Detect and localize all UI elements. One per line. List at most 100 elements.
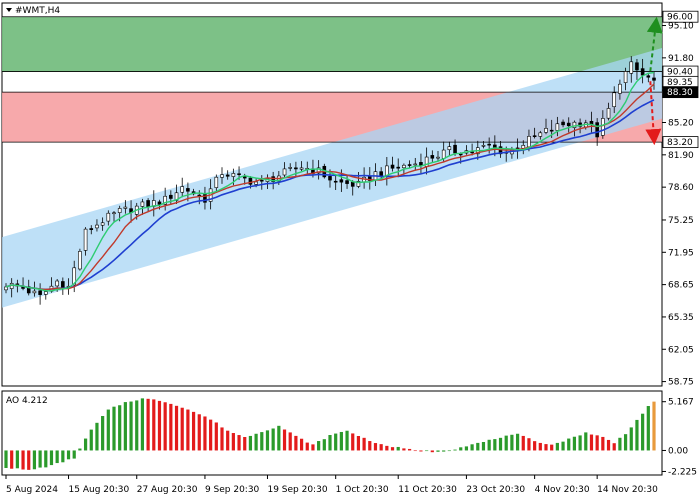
ao-bar — [652, 401, 656, 451]
candle-body — [203, 194, 207, 203]
candle-body — [112, 212, 116, 215]
ao-bar — [561, 441, 565, 451]
candle-body — [220, 174, 224, 178]
ao-bar — [362, 437, 366, 451]
chart-title: #WMT,H4 — [15, 6, 60, 16]
candle-body — [157, 201, 162, 205]
candle-body — [555, 123, 560, 131]
price-axis-label: 75.25 — [668, 216, 694, 226]
ao-bar — [27, 450, 31, 470]
ao-bar — [157, 400, 162, 451]
time-axis-label: 4 Nov 20:30 — [535, 485, 590, 495]
price-axis-label: 65.35 — [668, 313, 694, 323]
candle-body — [271, 176, 275, 182]
time-axis-label: 1 Oct 20:30 — [336, 485, 389, 495]
ao-bar — [453, 449, 457, 451]
ao-bar — [345, 430, 349, 451]
ao-bar — [601, 436, 605, 451]
candle-body — [618, 83, 622, 94]
candle-body — [72, 267, 77, 286]
candle-body — [339, 179, 344, 183]
time-axis-label: 5 Aug 2024 — [6, 485, 58, 495]
triangle-down-icon[interactable] — [6, 8, 12, 12]
candle-body — [186, 188, 190, 192]
price-axis-label: 58.75 — [668, 378, 694, 388]
candle-body — [117, 208, 122, 213]
time-axis-label: 19 Sep 20:30 — [267, 485, 327, 495]
candle-body — [646, 75, 651, 78]
ao-bar — [197, 414, 201, 451]
ao-bar — [61, 450, 65, 463]
candle-body — [225, 174, 230, 177]
candle-body — [441, 149, 446, 159]
ao-bar — [606, 439, 611, 451]
ao-bar — [442, 450, 446, 452]
candle-body — [436, 156, 440, 159]
ao-bar — [533, 441, 537, 451]
ao-bar — [504, 435, 508, 451]
ao-bar — [635, 419, 639, 451]
candle-body — [595, 122, 599, 138]
ao-bar — [589, 434, 594, 451]
candle-body — [282, 168, 287, 176]
price-axis-label: 71.95 — [668, 248, 694, 258]
ao-bar — [612, 443, 616, 451]
ao-bar — [4, 450, 8, 468]
ao-bar — [243, 437, 247, 451]
ao-bar — [578, 435, 582, 451]
ao-bar — [322, 439, 326, 451]
price-axis-label: 95.10 — [668, 22, 694, 32]
price-axis-label: 62.05 — [668, 345, 694, 355]
time-axis-label: 14 Nov 20:30 — [597, 485, 658, 495]
candle-body — [413, 163, 418, 166]
candle-body — [180, 186, 185, 193]
candle-body — [527, 136, 531, 148]
ao-bar — [55, 450, 59, 464]
ao-bar — [186, 409, 190, 451]
ao-bar — [288, 432, 292, 451]
candle-body — [316, 167, 321, 174]
ao-bar — [305, 442, 309, 451]
ao-bar — [169, 403, 173, 451]
time-axis-label: 15 Aug 20:30 — [69, 485, 130, 495]
ao-bar — [294, 435, 298, 451]
ao-bar — [163, 402, 167, 451]
ao-bar — [328, 435, 332, 451]
ao-bar — [641, 413, 645, 451]
price-label: 90.40 — [667, 68, 693, 78]
buy-zone — [2, 16, 662, 72]
candle-body — [345, 180, 349, 184]
ma-slow-line — [5, 99, 655, 291]
ao-bar — [101, 416, 105, 451]
candle-body — [396, 166, 401, 169]
ao-bar — [550, 444, 554, 451]
price-label: 89.35 — [667, 78, 693, 88]
ao-plot-frame — [1, 390, 663, 476]
candle-body — [635, 62, 639, 71]
ao-bar — [237, 435, 241, 451]
ao-bar — [413, 450, 417, 452]
ao-bar — [476, 442, 480, 451]
ao-bar — [555, 442, 559, 451]
ao-axis-label: 5.167 — [668, 398, 694, 408]
price-axis-label: 68.65 — [668, 281, 694, 291]
ao-bar — [220, 427, 224, 451]
candle-body — [95, 224, 99, 229]
ao-bar — [72, 450, 76, 459]
candle-body — [248, 177, 253, 185]
ao-bar — [390, 447, 395, 451]
candle-body — [350, 181, 355, 187]
ao-bar — [277, 425, 281, 451]
candle-body — [601, 118, 605, 136]
ao-bar — [527, 438, 531, 451]
ao-bar — [135, 400, 139, 451]
ao-bar — [129, 401, 133, 451]
candle-body — [623, 71, 628, 83]
candle-body — [106, 212, 111, 222]
candle-body — [4, 286, 8, 291]
ma-fast-line — [5, 71, 655, 292]
price-label: 88.30 — [667, 88, 693, 98]
candle-body — [89, 228, 94, 230]
ao-axis-label: -2.225 — [668, 467, 697, 477]
